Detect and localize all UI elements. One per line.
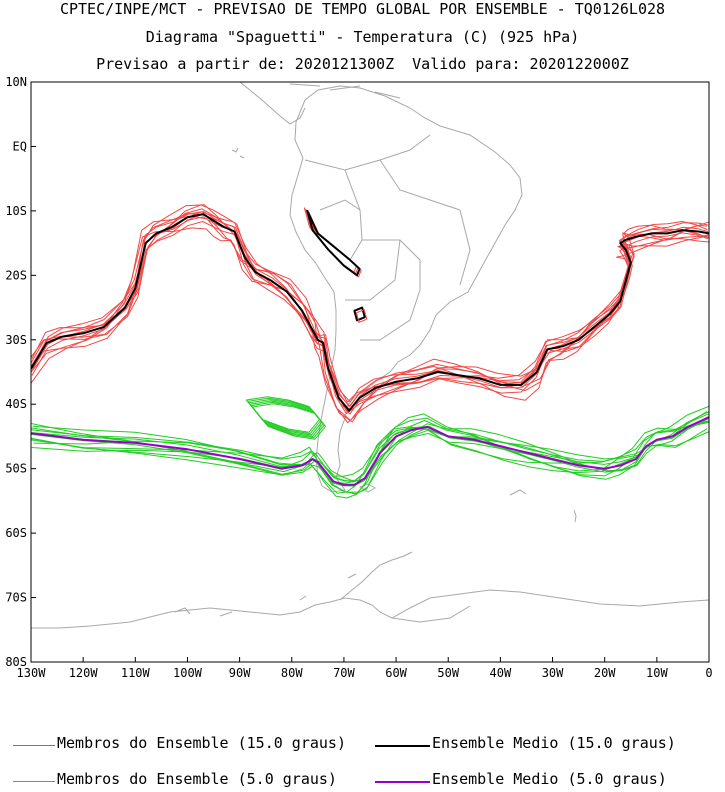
y-tick-label: 40S — [5, 397, 27, 411]
legend-label-members-15: Membros do Ensemble (15.0 graus) — [57, 734, 346, 752]
ensemble-member-5c-line — [33, 426, 708, 494]
coastlines — [31, 82, 709, 629]
x-tick-label: 50W — [437, 666, 459, 680]
x-tick-label: 70W — [333, 666, 355, 680]
galapagos-islands — [231, 147, 245, 159]
ensemble-member-15c-line — [31, 224, 707, 423]
ensemble-member-15c-line — [31, 204, 709, 403]
plot-frame — [30, 81, 710, 663]
x-tick-label: 80W — [281, 666, 303, 680]
y-tick-label: 20S — [5, 268, 27, 282]
ensemble-member-5c-line — [31, 413, 709, 493]
sandwich-islands — [573, 509, 577, 523]
y-tick-label: EQ — [13, 139, 27, 153]
y-tick-label: 70S — [5, 591, 27, 605]
x-tick-label: 20W — [594, 666, 616, 680]
country-borders — [304, 134, 471, 341]
y-tick-label: 60S — [5, 526, 27, 540]
legend-label-members-5: Membros do Ensemble (5.0 graus) — [57, 770, 337, 788]
south-america-coastline — [289, 85, 523, 493]
x-tick-label: 130W — [17, 666, 47, 680]
chart-title: CPTEC/INPE/MCT - PREVISAO DE TEMPO GLOBA… — [59, 0, 666, 18]
legend-label-mean-5: Ensemble Medio (5.0 graus) — [432, 770, 667, 788]
y-tick-label: 30S — [5, 333, 27, 347]
caribbean-islands — [289, 83, 401, 99]
andes-member-15c-loop — [306, 210, 361, 276]
antarctic-islands — [174, 573, 357, 617]
ensemble-member-15c-line — [32, 214, 709, 408]
x-tick-label: 40W — [490, 666, 512, 680]
andes-member-15c-loop — [305, 208, 359, 275]
x-tick-label: 30W — [542, 666, 564, 680]
x-tick-label: 60W — [385, 666, 407, 680]
x-tick-label: 110W — [121, 666, 151, 680]
y-tick-label: 10N — [5, 75, 27, 89]
forecast-dates: Previsao a partir de: 2020121300Z Valido… — [96, 55, 629, 73]
antarctic-peninsula — [339, 551, 413, 601]
legend-swatch-members-15 — [13, 745, 55, 746]
falkland-islands — [358, 483, 377, 493]
x-tick-label: 100W — [173, 666, 203, 680]
chart-subtitle: Diagrama "Spaguetti" - Temperatura (C) (… — [145, 28, 580, 46]
legend-label-mean-15: Ensemble Medio (15.0 graus) — [432, 734, 676, 752]
ensemble-member-5c-line — [32, 410, 708, 477]
ensemble-members-5c — [31, 396, 709, 499]
weddell-sea-coast — [391, 605, 471, 623]
andes-member-15c-small-loop — [355, 309, 368, 323]
ensemble-member-15c-line — [31, 221, 709, 415]
ensemble-member-15c-line — [31, 216, 709, 411]
legend-swatch-mean-15 — [375, 745, 430, 747]
x-tick-label: 120W — [69, 666, 99, 680]
axes: 130W 120W 110W 100W 90W 80W 70W 60W 50W 40W 30W 20W… — [5, 75, 712, 680]
x-tick-label: 0 — [705, 666, 712, 680]
andes-member-15c-loop — [303, 207, 358, 273]
legend-swatch-mean-5 — [375, 781, 430, 783]
antarctica-coastline — [31, 589, 709, 629]
ensemble-mean-15c-line — [31, 213, 709, 412]
andes-mean-15c-small-loop — [353, 306, 366, 322]
x-tick-label: 10W — [646, 666, 668, 680]
ensemble-member-5c-line — [31, 405, 709, 482]
ensemble-member-5c-loop — [251, 403, 326, 440]
ensemble-member-15c-line — [31, 211, 709, 407]
ensemble-member-5c-line — [31, 420, 709, 495]
legend-swatch-members-5 — [13, 781, 55, 782]
ensemble-member-5c-line — [31, 428, 709, 499]
central-america-coastline — [239, 82, 306, 125]
y-tick-label: 10S — [5, 204, 27, 218]
ensemble-means — [31, 213, 709, 486]
andes-15c-contours — [303, 207, 368, 323]
ensemble-member-5c-line — [31, 413, 709, 482]
south-georgia — [509, 489, 527, 496]
x-tick-label: 90W — [229, 666, 251, 680]
andes-mean-15c-loop — [306, 209, 361, 277]
andes-member-15c-loop — [308, 211, 362, 278]
y-tick-label: 80S — [5, 655, 27, 669]
ensemble-mean-5c-line — [31, 416, 709, 486]
y-tick-label: 50S — [5, 462, 27, 476]
